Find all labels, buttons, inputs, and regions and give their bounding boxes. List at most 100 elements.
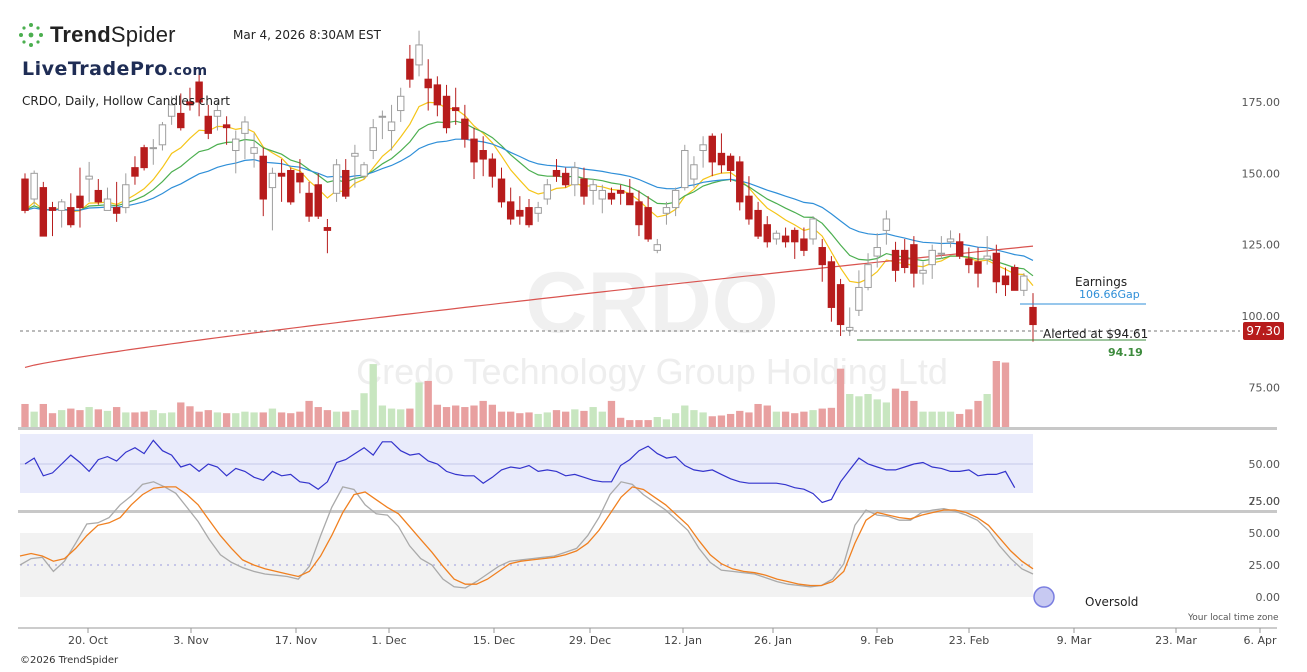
trendspider-logo-icon [19,23,43,47]
volume-bar [635,420,643,427]
candle [571,167,579,186]
candle [626,192,634,206]
volume-bar [167,412,176,427]
y-axis-ticks: 175.00150.00125.00100.0075.0050.0025.007… [1242,96,1281,604]
volume-bar [241,411,249,427]
volume-bar [855,396,863,427]
candle [1020,275,1028,291]
volume-bar [571,409,579,427]
x-tick-label: 1. Dec [371,634,406,647]
candle [818,247,826,266]
candle [598,189,607,200]
volume-bar [717,415,726,427]
separator-volume-rsi[interactable] [18,427,1277,430]
volume-bar [158,413,167,427]
volume-bar [919,411,927,427]
candle [653,244,661,251]
trendspider-logo[interactable]: TrendSpider [18,22,176,48]
volume-bar [442,407,451,427]
volume-bar [488,404,497,427]
volume-bar [39,403,47,427]
chart-subtitle: CRDO, Daily, Hollow Candles chart [22,94,230,108]
volume-bar [800,411,808,427]
candle [589,184,597,191]
candle [415,44,423,66]
x-tick-label: 6. Apr [1243,634,1276,647]
volume-bar [736,410,744,427]
volume-bar [745,412,753,427]
volume-bar [616,417,625,427]
volume-bar [901,390,909,427]
candle [451,107,460,112]
candle [1029,306,1037,326]
candle [580,178,588,197]
candle [1001,275,1010,286]
candle [397,95,405,112]
volume-bar [992,361,1001,427]
candle [681,150,689,189]
candle [919,269,927,274]
timezone-note[interactable]: Your local time zone [1188,613,1279,623]
volume-bar [910,400,918,427]
candle [873,247,881,257]
stochastic-series [19,481,1034,589]
candle [891,249,900,271]
candle [928,249,936,266]
candle [644,207,652,240]
volume-bar [772,411,781,427]
rsi-tick-label: 25.00 [1249,495,1281,508]
candle [369,127,377,152]
candle [85,175,93,180]
candle [809,218,817,240]
volume-bar [48,413,57,427]
candle [946,238,955,243]
volume-bar [122,412,130,427]
x-tick-label: 17. Nov [275,634,318,647]
candle [442,95,451,129]
price-candles [21,30,1037,342]
separator-rsi-stoch[interactable] [18,510,1277,513]
volume-bar [452,405,460,427]
price-tick-label: 75.00 [1249,381,1281,394]
candle [901,249,909,268]
ema-slow-line [24,138,1034,261]
chart-datetime: Mar 4, 2026 8:30AM EST [233,28,381,42]
volume-bar [479,400,487,427]
candle [937,252,946,255]
volume-bar [433,404,442,427]
candle [470,138,478,163]
volume-bar [928,411,936,427]
candle [140,147,148,169]
candle [314,184,322,217]
volume-bar [653,417,661,427]
candle [781,235,790,243]
candle [122,184,130,209]
volume-bar [791,413,799,427]
copyright: ©2026 TrendSpider [20,655,119,666]
volume-bar [131,412,139,427]
candle [708,135,716,163]
volume-bar [836,368,845,427]
candle [800,238,808,251]
volume-bar [534,413,542,427]
candle [332,164,341,194]
volume-bar [57,410,66,427]
candle [222,124,231,129]
volume-bar [177,402,185,427]
rsi-tick-label: 50.00 [1249,458,1281,471]
candle [268,172,277,189]
candle [910,244,918,274]
candle [232,138,240,152]
volume-bar [470,405,478,427]
rsi-line [24,439,1016,504]
volume-bar [699,412,707,427]
rsi-series [24,439,1016,504]
candle [717,152,726,166]
candle [506,201,515,220]
candle [360,164,368,177]
oversold-marker[interactable] [1033,586,1055,608]
candle [607,192,616,200]
volume-bar [277,412,286,427]
x-tick-label: 23. Mar [1155,634,1197,647]
candle [846,326,854,331]
